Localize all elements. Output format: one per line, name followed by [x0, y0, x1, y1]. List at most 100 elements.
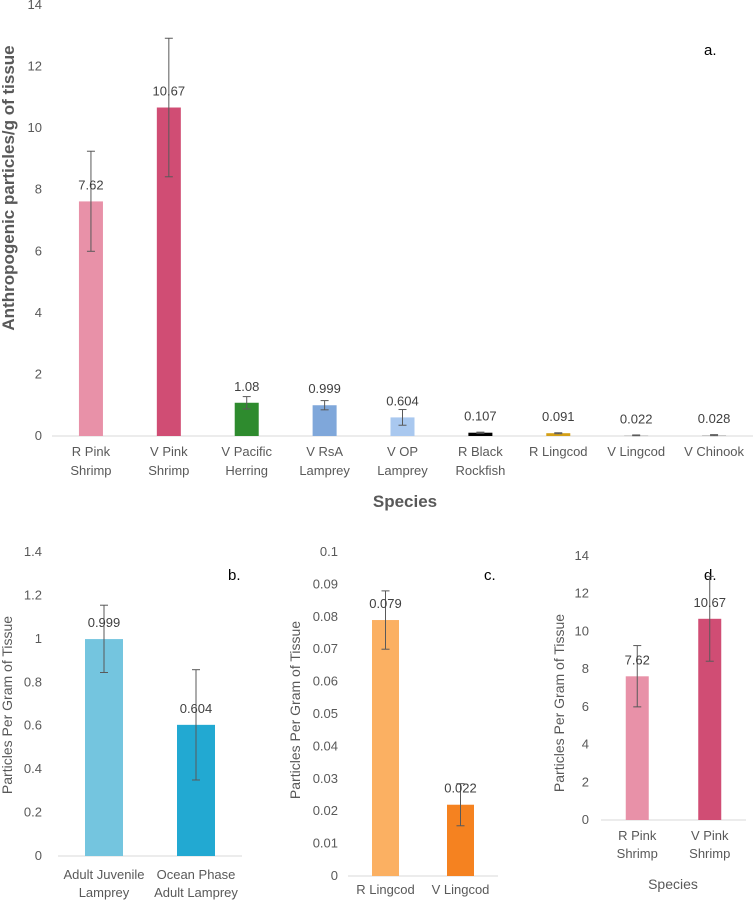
panel-c-y-tick-label: 0.1	[320, 544, 338, 559]
panel-a-y-tick-label: 8	[35, 182, 42, 197]
panel-a-y-tick-label: 10	[28, 120, 42, 135]
panel-a-plot-area: 0 2 4 6 8 10 12 14 7.62 R Pink Shrimp 10.67 V Pink Sh…	[28, 0, 753, 478]
panel-d-y-axis-title: Particles Per Gram of Tissue	[551, 614, 567, 792]
panel-d-x-axis-title: Species	[648, 876, 698, 892]
panel-c-y-tick-label: 0.04	[313, 738, 338, 753]
panel-a: a. Anthropogenic particles/g of tissue S…	[0, 0, 753, 511]
panel-d-category-label: V Pink	[691, 828, 729, 843]
panel-a-y-tick-label: 2	[35, 366, 42, 381]
panel-a-category-label: V RsA	[306, 444, 343, 459]
panel-a-data-label: 0.107	[464, 409, 497, 424]
panel-a-y-axis-title: Anthropogenic particles/g of tissue	[0, 45, 18, 330]
panel-a-data-label: 1.08	[234, 379, 259, 394]
panel-a-data-label: 0.091	[542, 409, 575, 424]
panel-d-plot-area: 0 2 4 6 8 10 12 14 7.62 R Pink Shrimp 10.67 V Pink Sh…	[575, 548, 746, 861]
panel-b-y-tick-label: 1	[35, 631, 42, 646]
panel-c-category-label: V Lingcod	[432, 882, 490, 897]
panel-b-data-label: 0.604	[180, 701, 213, 716]
panel-d: d. Particles Per Gram of Tissue Species …	[551, 548, 746, 892]
panel-a-y-tick-label: 4	[35, 305, 42, 320]
panel-b-plot-area: 0 0.2 0.4 0.6 0.8 1 1.2 1.4 0.999 Adult Juvenile L…	[24, 544, 242, 900]
panel-a-letter: a.	[704, 42, 717, 59]
panel-b-bar	[85, 639, 123, 856]
panel-b: b. Particles Per Gram of Tissue 00.20.40…	[0, 544, 242, 900]
panel-b-y-tick-label: 0	[35, 848, 42, 863]
panel-d-y-tick-label: 0	[582, 812, 589, 827]
panel-a-bar	[312, 405, 337, 436]
panel-a-category-label: R Black	[458, 444, 503, 459]
panel-c-y-tick-label: 0.02	[313, 803, 338, 818]
panel-c-y-tick-label: 0.05	[313, 706, 338, 721]
panel-a-data-label: 0.028	[698, 411, 731, 426]
panel-d-data-label: 10.67	[693, 595, 726, 610]
panel-d-y-tick-label: 6	[582, 699, 589, 714]
panel-c-bar	[372, 620, 399, 876]
panel-a-data-label: 10.67	[153, 84, 186, 99]
panel-c-y-tick-label: 0	[331, 868, 338, 883]
panel-c-data-label: 0.079	[369, 596, 402, 611]
panel-d-y-tick-label: 14	[575, 548, 589, 563]
panel-c-y-tick-label: 0.09	[313, 576, 338, 591]
panel-a-bar	[390, 417, 415, 436]
panel-a-y-tick-label: 14	[28, 0, 42, 12]
panel-a-data-label: 7.62	[78, 177, 103, 192]
panel-b-y-tick-label: 0.6	[24, 718, 42, 733]
panel-a-category-label: Herring	[225, 463, 268, 478]
panel-d-y-tick-label: 2	[582, 774, 589, 789]
panel-a-category-label: Rockfish	[455, 463, 505, 478]
panel-a-category-label: V Pacific	[221, 444, 272, 459]
panel-c-y-tick-label: 0.03	[313, 771, 338, 786]
panel-a-category-label: V OP	[387, 444, 418, 459]
panel-c-letter: c.	[484, 567, 496, 584]
panel-d-y-tick-label: 8	[582, 661, 589, 676]
panel-b-category-label: Adult Lamprey	[154, 885, 238, 900]
panel-c-y-axis-title: Particles Per Gram of Tissue	[287, 621, 303, 799]
panel-b-category-label: Ocean Phase	[157, 867, 236, 882]
panel-c-y-tick-label: 0.01	[313, 836, 338, 851]
panel-a-y-tick-label: 6	[35, 243, 42, 258]
panel-d-y-tick-label: 12	[575, 586, 589, 601]
panel-a-category-label: V Pink	[150, 444, 188, 459]
panel-d-y-tick-label: 4	[582, 737, 589, 752]
panel-a-category-label: Shrimp	[70, 463, 111, 478]
panel-b-y-tick-label: 0.2	[24, 805, 42, 820]
panel-b-y-tick-label: 1.4	[24, 544, 42, 559]
panel-b-y-tick-label: 0.8	[24, 674, 42, 689]
panel-d-y-tick-label: 10	[575, 623, 589, 638]
panel-d-category-label: R Pink	[618, 828, 657, 843]
panel-c-data-label: 0.022	[444, 781, 477, 796]
panel-c-y-tick-label: 0.08	[313, 609, 338, 624]
panel-a-bar	[546, 433, 571, 436]
panel-b-y-axis-title: Particles Per Gram of Tissue	[0, 616, 15, 794]
panel-d-bar	[698, 618, 722, 820]
panel-c-category-label: R Lingcod	[356, 882, 415, 897]
panel-a-y-tick-label: 0	[35, 428, 42, 443]
panel-a-category-label: V Chinook	[684, 444, 744, 459]
panel-a-data-label: 0.022	[620, 411, 653, 426]
panel-a-category-label: Lamprey	[299, 463, 350, 478]
panel-d-bar	[625, 676, 649, 820]
panel-b-data-label: 0.999	[88, 615, 121, 630]
panel-a-data-label: 0.604	[386, 393, 419, 408]
panel-d-data-label: 7.62	[625, 652, 650, 667]
panel-d-category-label: Shrimp	[617, 846, 658, 861]
panel-a-category-label: Lamprey	[377, 463, 428, 478]
panel-d-category-label: Shrimp	[689, 846, 730, 861]
panel-a-bar	[468, 432, 493, 436]
panel-c: c. Particles Per Gram of Tissue 0 0.01 0.0…	[287, 544, 498, 897]
panel-d-letter: d.	[704, 567, 717, 584]
panel-b-category-label: Lamprey	[79, 885, 130, 900]
panel-a-category-label: V Lingcod	[607, 444, 665, 459]
panel-a-category-label: Shrimp	[148, 463, 189, 478]
panel-b-category-label: Adult Juvenile	[64, 867, 145, 882]
panel-b-letter: b.	[228, 567, 241, 584]
panel-c-plot-area: 0 0.01 0.02 0.03 0.04 0.05 0.06 0.07 0.08 0.09 0.1…	[313, 544, 498, 897]
panel-a-y-tick-label: 12	[28, 59, 42, 74]
panel-a-data-label: 0.999	[308, 381, 341, 396]
panel-b-y-tick-label: 0.4	[24, 761, 42, 776]
panel-c-y-tick-label: 0.07	[313, 641, 338, 656]
panel-a-category-label: R Lingcod	[529, 444, 588, 459]
panel-b-y-tick-label: 1.2	[24, 587, 42, 602]
panel-a-category-label: R Pink	[72, 444, 111, 459]
